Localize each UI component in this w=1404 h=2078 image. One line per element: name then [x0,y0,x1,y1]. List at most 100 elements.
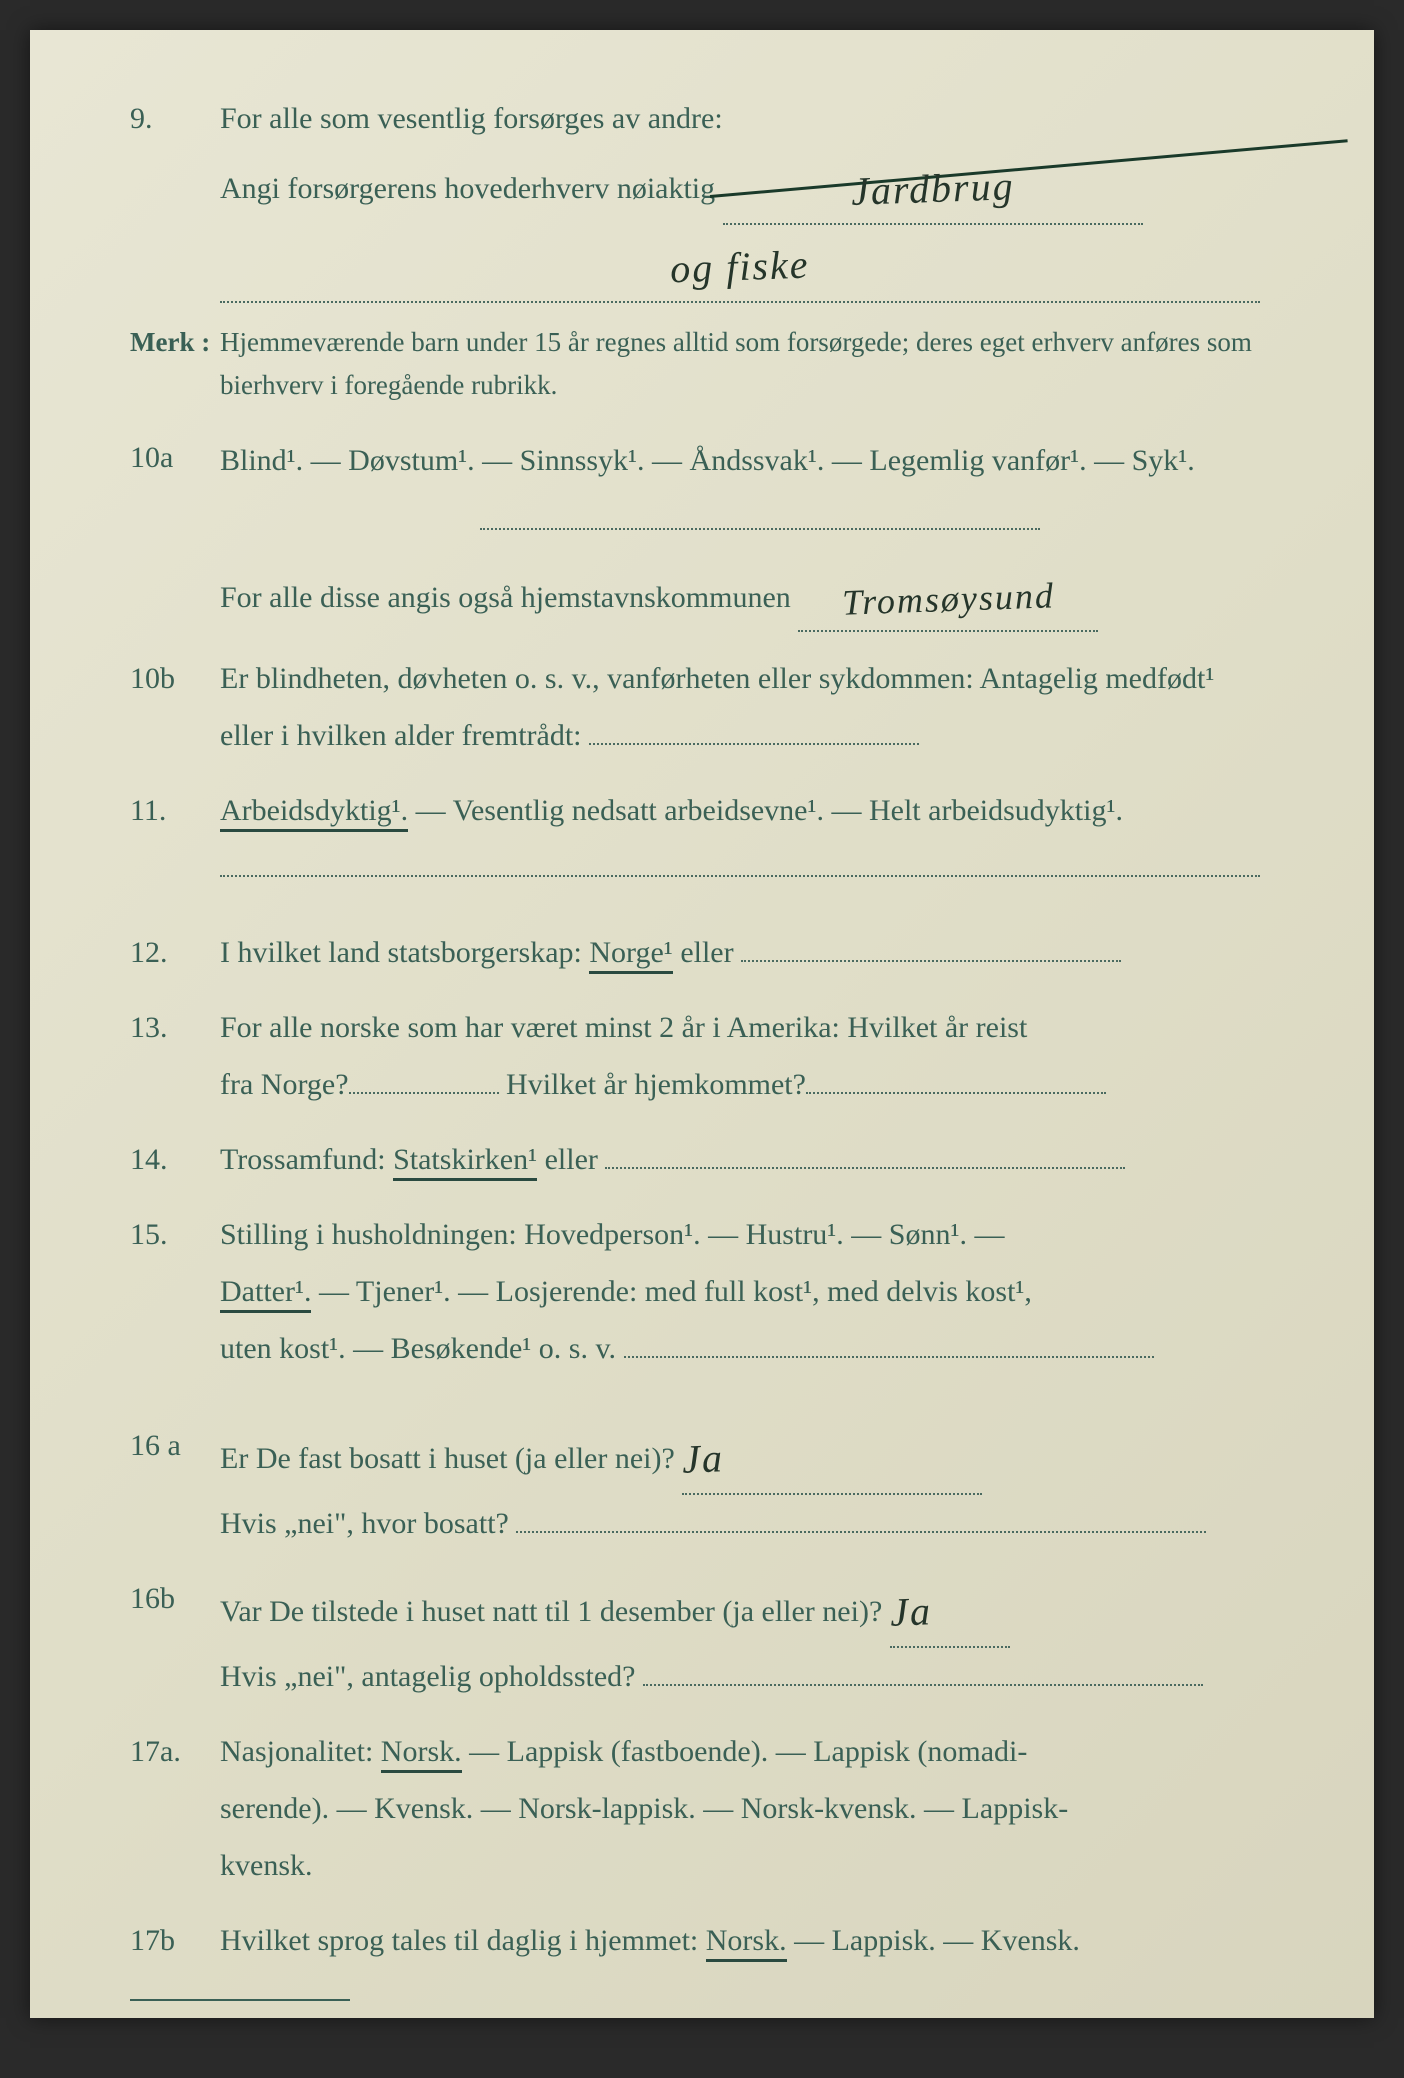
merk-note: Merk : Hjemmeværende barn under 15 år re… [130,321,1274,407]
q15-line1: Stilling i husholdningen: Hovedperson¹. … [220,1206,1274,1263]
q15-line3-text: uten kost¹. — Besøkende¹ o. s. v. [220,1332,616,1365]
q15-fill[interactable] [624,1356,1154,1358]
question-9: 9. For alle som vesentlig forsørges av a… [130,90,1274,303]
q17a-body: Nasjonalitet: Norsk. — Lappisk (fastboen… [220,1723,1274,1894]
merk-label: Merk : [130,321,220,407]
q14-statskirken: Statskirken¹ [393,1143,537,1181]
q13-line2a: fra Norge? [220,1068,349,1101]
q16a-line1: Er De fast bosatt i huset (ja eller nei)… [220,1417,1274,1495]
q17a-line2: serende). — Kvensk. — Norsk-lappisk. — N… [220,1780,1274,1837]
q9-line2-prefix: Angi forsørgerens hovederhverv nøiaktig [220,172,715,205]
q14-body: Trossamfund: Statskirken¹ eller [220,1131,1274,1188]
q9-number: 9. [130,90,220,303]
q12-prefix: I hvilket land statsborgerskap: [220,936,589,969]
form-content: 9. For alle som vesentlig forsørges av a… [30,30,1374,2018]
q9-fill-1[interactable]: Jardbrug [723,147,1143,225]
q16b-line2-text: Hvis „nei", antagelig opholdssted? [220,1660,636,1693]
q15-body: Stilling i husholdningen: Hovedperson¹. … [220,1206,1274,1377]
q16a-fill-1[interactable]: Ja [682,1417,982,1495]
q15-line2-rest: — Tjener¹. — Losjerende: med full kost¹,… [311,1275,1031,1308]
question-15: 15. Stilling i husholdningen: Hovedperso… [130,1206,1274,1377]
q11-rest: — Vesentlig nedsatt arbeidsevne¹. — Helt… [408,794,1123,827]
q16a-body: Er De fast bosatt i huset (ja eller nei)… [220,1417,1274,1552]
q13-line2b: Hvilket år hjemkommet? [499,1068,806,1101]
q17b-body: Hvilket sprog tales til daglig i hjemmet… [220,1912,1274,1969]
footnote: ¹ Her kan svares ved tydelig understrekn… [130,2013,1274,2018]
q14-prefix: Trossamfund: [220,1143,393,1176]
q12-suffix: eller [673,936,734,969]
question-14: 14. Trossamfund: Statskirken¹ eller [130,1131,1274,1188]
q10b-body: Er blindheten, døvheten o. s. v., vanfør… [220,650,1274,764]
q17a-prefix: Nasjonalitet: [220,1735,381,1768]
q10a-fill[interactable]: Tromsøysund [798,561,1098,631]
q13-body: For alle norske som har været minst 2 år… [220,999,1274,1113]
census-form-page: 9. For alle som vesentlig forsørges av a… [30,30,1374,2018]
q9-hw1: Jardbrug [850,148,1016,230]
q16a-q: Er De fast bosatt i huset (ja eller nei)… [220,1442,675,1475]
q13-line2: fra Norge? Hvilket år hjemkommet? [220,1056,1274,1113]
q17a-number: 17a. [130,1723,220,1894]
q10a-dotted [480,527,1040,530]
q13-number: 13. [130,999,220,1113]
q16b-line2: Hvis „nei", antagelig opholdssted? [220,1648,1274,1705]
q17a-line3: kvensk. [220,1837,1274,1894]
q10a-line2: For alle disse angis også hjemstavnskomm… [220,561,1274,631]
q16b-line1: Var De tilstede i huset natt til 1 desem… [220,1570,1274,1648]
q11-dotted [220,874,1260,877]
q16a-hw: Ja [681,1420,725,1497]
question-16b: 16b Var De tilstede i huset natt til 1 d… [130,1570,1274,1705]
q15-line2: Datter¹. — Tjener¹. — Losjerende: med fu… [220,1263,1274,1320]
q17a-rest1: — Lappisk (fastboende). — Lappisk (nomad… [462,1735,1028,1768]
q17a-line1: Nasjonalitet: Norsk. — Lappisk (fastboen… [220,1723,1274,1780]
q13-fill-2[interactable] [806,1092,1106,1094]
q16a-line2: Hvis „nei", hvor bosatt? [220,1495,1274,1552]
q10b-text: Er blindheten, døvheten o. s. v., vanfør… [220,662,1214,752]
q10a-body: Blind¹. — Døvstum¹. — Sinnssyk¹. — Åndss… [220,429,1274,631]
footnote-rule [130,1999,350,2001]
q16a-fill-2[interactable] [516,1531,1206,1533]
merk-text: Hjemmeværende barn under 15 år regnes al… [220,321,1274,407]
q12-fill[interactable] [741,960,1121,962]
q16b-number: 16b [130,1570,220,1705]
q12-number: 12. [130,924,220,981]
q9-body: For alle som vesentlig forsørges av andr… [220,90,1274,303]
question-17b: 17b Hvilket sprog tales til daglig i hje… [130,1912,1274,1969]
q12-norge: Norge¹ [589,936,672,974]
q17b-norsk: Norsk. [706,1924,787,1962]
q15-number: 15. [130,1206,220,1377]
q11-opt1: Arbeidsdyktig¹. [220,794,408,832]
q13-line1: For alle norske som har været minst 2 år… [220,999,1274,1056]
question-17a: 17a. Nasjonalitet: Norsk. — Lappisk (fas… [130,1723,1274,1894]
q10a-hw: Tromsøysund [841,562,1056,638]
q14-suffix: eller [537,1143,598,1176]
q16b-fill-1[interactable]: Ja [890,1570,1010,1648]
q11-number: 11. [130,782,220,896]
q9-fill-2[interactable]: og fiske [220,225,1260,303]
q16b-fill-2[interactable] [643,1684,1203,1686]
q10b-number: 10b [130,650,220,764]
question-16a: 16 a Er De fast bosatt i huset (ja eller… [130,1417,1274,1552]
q13-fill-1[interactable] [349,1092,499,1094]
q9-hw2: og fiske [669,227,811,308]
q15-datter: Datter¹. [220,1275,311,1313]
q10a-number: 10a [130,429,220,631]
q16b-hw: Ja [889,1573,933,1650]
q12-body: I hvilket land statsborgerskap: Norge¹ e… [220,924,1274,981]
q10b-fill[interactable] [589,743,919,745]
q16b-body: Var De tilstede i huset natt til 1 desem… [220,1570,1274,1705]
q10a-options: Blind¹. — Døvstum¹. — Sinnssyk¹. — Åndss… [220,429,1274,492]
question-13: 13. For alle norske som har været minst … [130,999,1274,1113]
q14-fill[interactable] [605,1167,1125,1169]
q17b-rest: — Lappisk. — Kvensk. [787,1924,1080,1957]
q16a-line2-text: Hvis „nei", hvor bosatt? [220,1507,509,1540]
q10a-prefix: For alle disse angis også hjemstavnskomm… [220,581,791,614]
q16b-q: Var De tilstede i huset natt til 1 desem… [220,1595,882,1628]
q9-line1: For alle som vesentlig forsørges av andr… [220,90,1274,147]
q17a-norsk: Norsk. [381,1735,462,1773]
q11-body: Arbeidsdyktig¹. — Vesentlig nedsatt arbe… [220,782,1274,896]
q14-number: 14. [130,1131,220,1188]
q17b-number: 17b [130,1912,220,1969]
q9-line3: og fiske [220,225,1274,303]
q15-line3: uten kost¹. — Besøkende¹ o. s. v. [220,1320,1274,1377]
question-10b: 10b Er blindheten, døvheten o. s. v., va… [130,650,1274,764]
